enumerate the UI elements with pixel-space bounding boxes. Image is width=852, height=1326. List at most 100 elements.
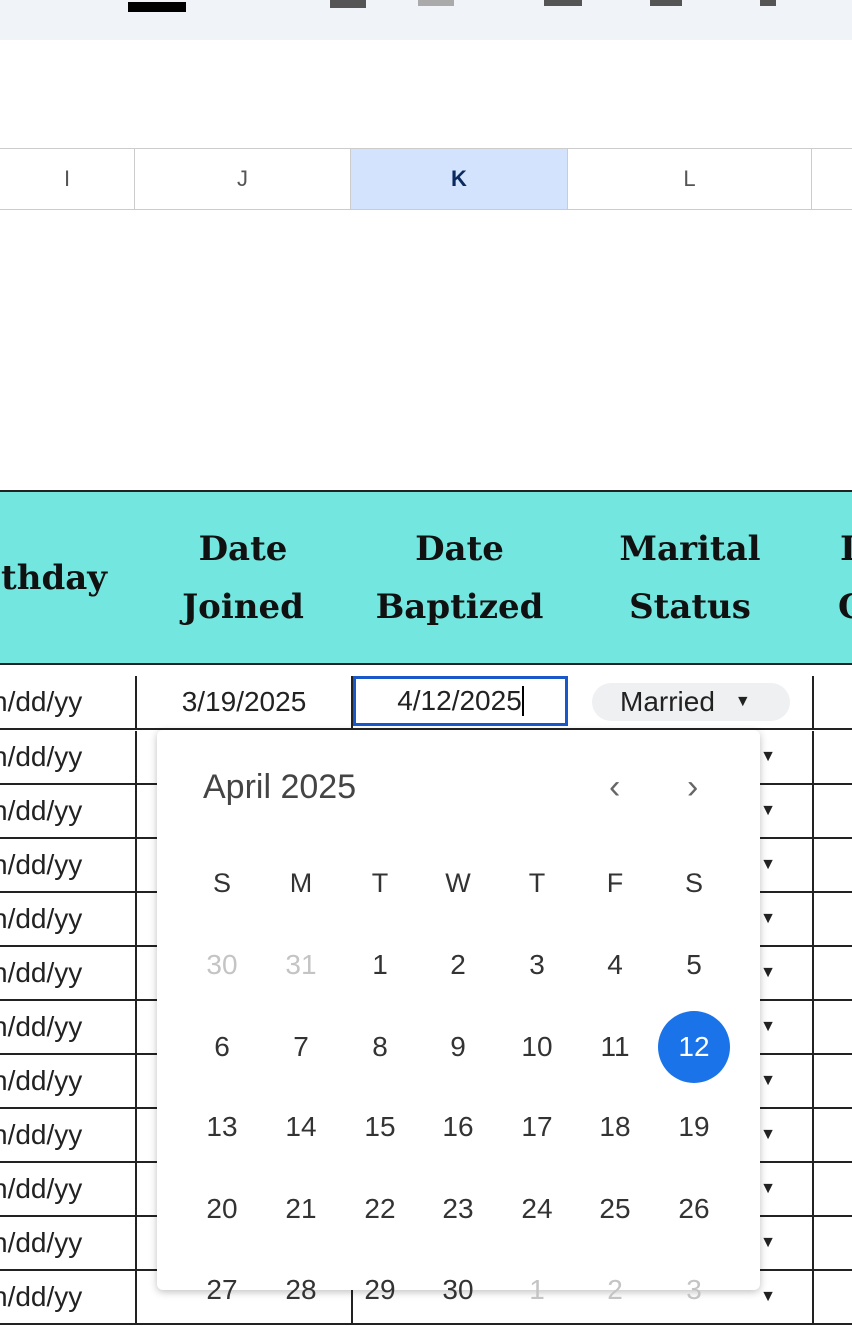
text-color-swatch[interactable] xyxy=(128,2,186,12)
birthday-cell[interactable]: n/dd/yy xyxy=(0,1109,137,1161)
valign-icon[interactable] xyxy=(650,0,682,6)
birthday-cell[interactable]: n/dd/yy xyxy=(0,947,137,999)
birthday-cell[interactable]: n/dd/yy xyxy=(0,785,137,837)
column-header-j[interactable]: J xyxy=(135,148,351,210)
calendar-day[interactable]: 13 xyxy=(206,1111,238,1142)
merge-icon[interactable] xyxy=(418,0,454,6)
header-next[interactable]: I C xyxy=(812,490,852,665)
marital-status-cell[interactable]: ▼ xyxy=(570,1163,814,1215)
dropdown-arrow-icon[interactable]: ▼ xyxy=(760,964,776,981)
align-icon[interactable] xyxy=(544,0,582,6)
next-cell[interactable] xyxy=(814,785,852,837)
date-joined-cell[interactable]: 3/19/2025 xyxy=(137,676,353,728)
calendar-day[interactable]: 19 xyxy=(678,1111,710,1142)
calendar-day[interactable]: 27 xyxy=(206,1274,238,1305)
date-baptized-cell[interactable]: 4/12/2025 xyxy=(353,676,568,726)
calendar-day[interactable]: 4 xyxy=(607,949,623,980)
dropdown-arrow-icon[interactable]: ▼ xyxy=(760,748,776,765)
dropdown-arrow-icon[interactable]: ▼ xyxy=(760,856,776,873)
birthday-cell[interactable]: n/dd/yy xyxy=(0,1217,137,1269)
calendar-day[interactable]: 6 xyxy=(214,1031,230,1062)
dropdown-arrow-icon[interactable]: ▼ xyxy=(760,1018,776,1035)
selected-day[interactable]: 12 xyxy=(658,1011,730,1083)
calendar-day[interactable]: 31 xyxy=(285,949,317,980)
header-date-baptized[interactable]: Date Baptized xyxy=(351,490,570,665)
marital-status-cell[interactable]: ▼ xyxy=(570,947,814,999)
next-cell[interactable] xyxy=(814,1217,852,1269)
column-header-k[interactable]: K xyxy=(351,148,568,210)
dropdown-arrow-icon[interactable]: ▼ xyxy=(760,802,776,819)
header-marital-status[interactable]: Marital Status xyxy=(568,490,814,665)
calendar-day[interactable]: 2 xyxy=(607,1274,623,1305)
borders-icon[interactable] xyxy=(330,0,366,8)
calendar-day[interactable]: 23 xyxy=(442,1193,474,1224)
wrap-icon[interactable] xyxy=(760,0,776,6)
calendar-day[interactable]: 22 xyxy=(364,1193,396,1224)
birthday-cell[interactable]: n/dd/yy xyxy=(0,1271,137,1323)
column-header-i[interactable]: I xyxy=(0,148,135,210)
chevron-right-icon[interactable]: › xyxy=(687,768,699,806)
calendar-day[interactable]: 14 xyxy=(285,1111,317,1142)
header-date-joined[interactable]: Date Joined xyxy=(135,490,353,665)
marital-status-cell[interactable]: ▼ xyxy=(570,785,814,837)
marital-status-cell[interactable]: Married ▼ xyxy=(570,676,814,728)
birthday-cell[interactable]: n/dd/yy xyxy=(0,893,137,945)
calendar-day[interactable]: 21 xyxy=(285,1193,317,1224)
marital-status-dropdown[interactable]: Married ▼ xyxy=(592,683,790,721)
calendar-day[interactable]: 20 xyxy=(206,1193,238,1224)
calendar-day[interactable]: 17 xyxy=(521,1111,553,1142)
calendar-day[interactable]: 29 xyxy=(364,1274,396,1305)
calendar-day[interactable]: 1 xyxy=(372,949,388,980)
calendar-day[interactable]: 15 xyxy=(364,1111,396,1142)
next-cell[interactable] xyxy=(814,947,852,999)
birthday-cell[interactable]: n/dd/yy xyxy=(0,839,137,891)
next-cell[interactable] xyxy=(814,1271,852,1323)
column-header-l[interactable]: L xyxy=(568,148,812,210)
calendar-day[interactable]: 8 xyxy=(372,1031,388,1062)
next-cell[interactable] xyxy=(814,1109,852,1161)
column-header-m[interactable] xyxy=(812,148,852,210)
calendar-day[interactable]: 28 xyxy=(285,1274,317,1305)
birthday-cell[interactable]: n/dd/yy xyxy=(0,731,137,783)
marital-status-cell[interactable]: ▼ xyxy=(570,1109,814,1161)
calendar-day[interactable]: 11 xyxy=(600,1031,630,1062)
dropdown-arrow-icon[interactable]: ▼ xyxy=(760,1126,776,1143)
calendar-day[interactable]: 16 xyxy=(442,1111,474,1142)
calendar-day[interactable]: 10 xyxy=(521,1031,553,1062)
next-cell[interactable] xyxy=(814,731,852,783)
dropdown-arrow-icon[interactable]: ▼ xyxy=(760,910,776,927)
next-cell[interactable] xyxy=(814,839,852,891)
dropdown-arrow-icon[interactable]: ▼ xyxy=(760,1234,776,1251)
calendar-day[interactable]: 25 xyxy=(599,1193,631,1224)
header-birthday[interactable]: thday xyxy=(0,490,137,665)
marital-status-cell[interactable]: ▼ xyxy=(570,731,814,783)
marital-status-cell[interactable]: ▼ xyxy=(570,839,814,891)
next-cell[interactable] xyxy=(814,1163,852,1215)
dropdown-arrow-icon[interactable]: ▼ xyxy=(760,1180,776,1197)
calendar-day[interactable]: 1 xyxy=(529,1274,545,1305)
calendar-day[interactable]: 3 xyxy=(686,1274,702,1305)
dropdown-arrow-icon[interactable]: ▼ xyxy=(760,1288,776,1305)
next-cell[interactable] xyxy=(814,1001,852,1053)
marital-status-cell[interactable]: ▼ xyxy=(570,1055,814,1107)
calendar-day[interactable]: 3 xyxy=(529,949,545,980)
calendar-day[interactable]: 5 xyxy=(686,949,702,980)
calendar-day[interactable]: 30 xyxy=(206,949,238,980)
marital-status-cell[interactable]: ▼ xyxy=(570,1217,814,1269)
calendar-day[interactable]: 26 xyxy=(678,1193,710,1224)
chevron-left-icon[interactable]: ‹ xyxy=(609,768,621,806)
birthday-cell[interactable]: n/dd/yy xyxy=(0,676,137,728)
calendar-day[interactable]: 9 xyxy=(450,1031,466,1062)
next-cell[interactable] xyxy=(814,893,852,945)
birthday-cell[interactable]: n/dd/yy xyxy=(0,1163,137,1215)
calendar-day[interactable]: 24 xyxy=(521,1193,553,1224)
birthday-cell[interactable]: n/dd/yy xyxy=(0,1001,137,1053)
dropdown-arrow-icon[interactable]: ▼ xyxy=(760,1072,776,1089)
calendar-day[interactable]: 18 xyxy=(599,1111,631,1142)
calendar-day[interactable]: 2 xyxy=(450,949,466,980)
next-cell[interactable] xyxy=(814,1055,852,1107)
birthday-cell[interactable]: n/dd/yy xyxy=(0,1055,137,1107)
marital-status-cell[interactable]: ▼ xyxy=(570,893,814,945)
calendar-day[interactable]: 7 xyxy=(293,1031,309,1062)
marital-status-cell[interactable]: ▼ xyxy=(570,1001,814,1053)
